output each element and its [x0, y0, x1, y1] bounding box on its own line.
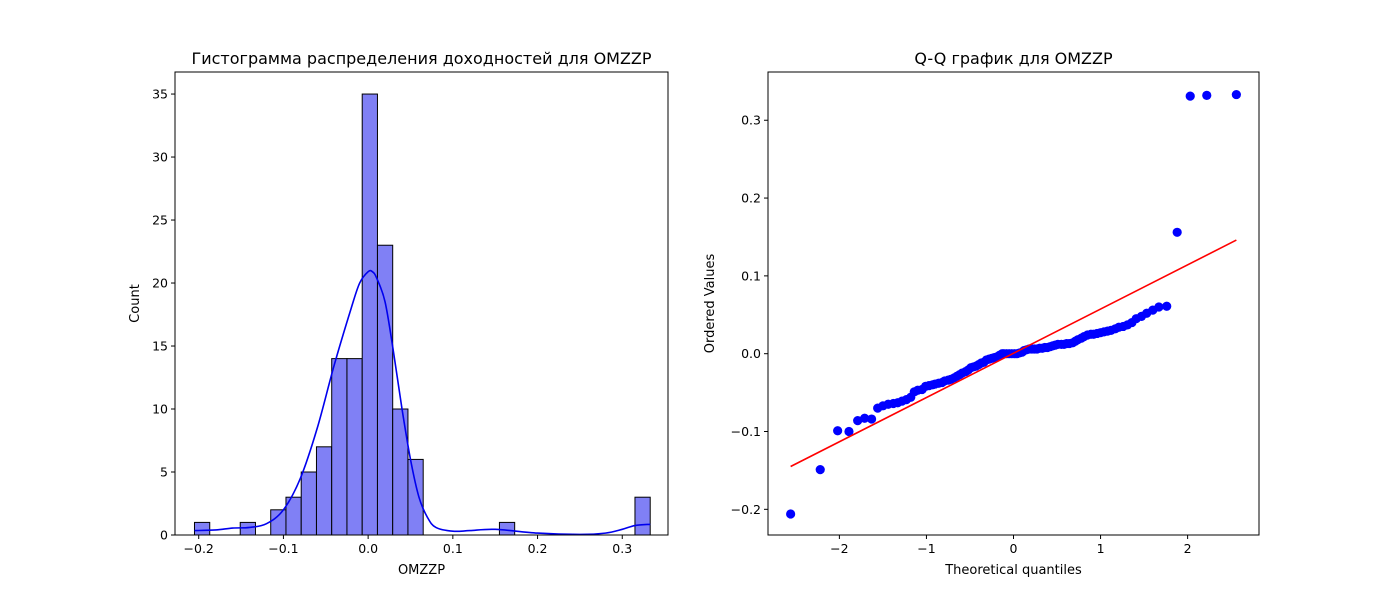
histogram-x-label: OMZZP — [398, 563, 445, 578]
qq-point — [1185, 91, 1195, 101]
qq-fit-line — [790, 239, 1237, 468]
qq-y-tick-label: 0.1 — [741, 268, 761, 283]
histogram-y-tick-label: 35 — [152, 87, 168, 102]
qq-point — [786, 509, 796, 519]
histogram-x-tick-label: 0.2 — [528, 541, 548, 556]
histogram-y-tick-label: 30 — [152, 150, 168, 165]
kde-curve — [194, 269, 651, 536]
histogram-y-tick-label: 10 — [152, 402, 168, 417]
qq-y-tick-label: 0.2 — [741, 191, 761, 206]
qq-x-tick-label: 0 — [1010, 541, 1018, 556]
histogram-bars — [193, 93, 651, 536]
histogram-bar — [376, 244, 394, 536]
histogram-y-tick-label: 25 — [152, 213, 168, 228]
qq-y-ticks: −0.2 −0.1 0.0 0.1 0.2 0.3 — [731, 113, 768, 517]
histogram-y-tick-label: 0 — [160, 528, 168, 543]
qq-fit-line-group — [790, 239, 1237, 468]
histogram-bar — [331, 358, 348, 536]
histogram-y-tick-label: 20 — [152, 276, 168, 291]
histogram-bar — [300, 471, 317, 536]
histogram-panel: Гистограмма распределения доходностей дл… — [128, 49, 669, 578]
histogram-y-tick-label: 15 — [152, 339, 168, 354]
qq-point — [860, 413, 870, 423]
qq-point — [1172, 227, 1182, 237]
qq-x-tick-label: −2 — [830, 541, 848, 556]
histogram-bar — [193, 521, 211, 536]
histogram-axes-frame — [174, 71, 669, 536]
histogram-y-ticks: 0 5 10 15 20 25 30 35 — [152, 87, 175, 543]
histogram-title: Гистограмма распределения доходностей дл… — [191, 49, 651, 68]
qq-y-tick-label: 0.0 — [741, 346, 761, 361]
qq-x-tick-label: 2 — [1184, 541, 1192, 556]
qq-y-tick-label: −0.2 — [731, 502, 761, 517]
histogram-bar — [498, 521, 516, 536]
qq-point — [1162, 301, 1172, 311]
histogram-bar — [239, 521, 256, 536]
histogram-x-tick-label: −0.2 — [184, 541, 214, 556]
histogram-bar — [315, 446, 333, 536]
histogram-x-tick-label: −0.1 — [268, 541, 298, 556]
qq-point — [866, 414, 877, 424]
histogram-y-tick-label: 5 — [160, 465, 168, 480]
histogram-x-ticks: −0.2 −0.1 0.0 0.1 0.2 0.3 — [184, 535, 632, 556]
kde-curve-group — [194, 269, 651, 536]
qq-x-tick-label: −1 — [917, 541, 935, 556]
qq-x-tick-label: 1 — [1097, 541, 1105, 556]
qq-point — [815, 465, 825, 475]
histogram-bar — [407, 458, 424, 536]
histogram-x-tick-label: 0.1 — [443, 541, 463, 556]
qq-y-tick-label: −0.1 — [731, 424, 761, 439]
qq-y-tick-label: 0.3 — [741, 113, 761, 128]
qq-point — [833, 426, 843, 436]
histogram-bar — [634, 496, 651, 536]
histogram-x-tick-label: 0.3 — [612, 541, 632, 556]
qq-point — [853, 416, 863, 426]
qq-point — [1231, 89, 1241, 100]
histogram-y-label: Count — [128, 284, 143, 323]
qq-axes-frame — [767, 71, 1260, 536]
histogram-bar — [361, 93, 378, 536]
qq-plot-panel: Q-Q график для OMZZP −2 −1 0 1 2 −0.2 −0.1 0.0… — [703, 49, 1260, 578]
qq-x-label: Theoretical quantiles — [944, 563, 1082, 578]
qq-x-ticks: −2 −1 0 1 2 — [830, 535, 1192, 556]
qq-point — [844, 426, 854, 437]
qq-point — [1202, 90, 1212, 100]
qq-point — [1154, 302, 1164, 312]
histogram-bar — [346, 358, 363, 536]
qq-y-label: Ordered Values — [703, 254, 718, 354]
qq-plot-title: Q-Q график для OMZZP — [914, 49, 1113, 68]
histogram-x-tick-label: 0.0 — [358, 541, 378, 556]
histogram-bar — [270, 509, 287, 536]
